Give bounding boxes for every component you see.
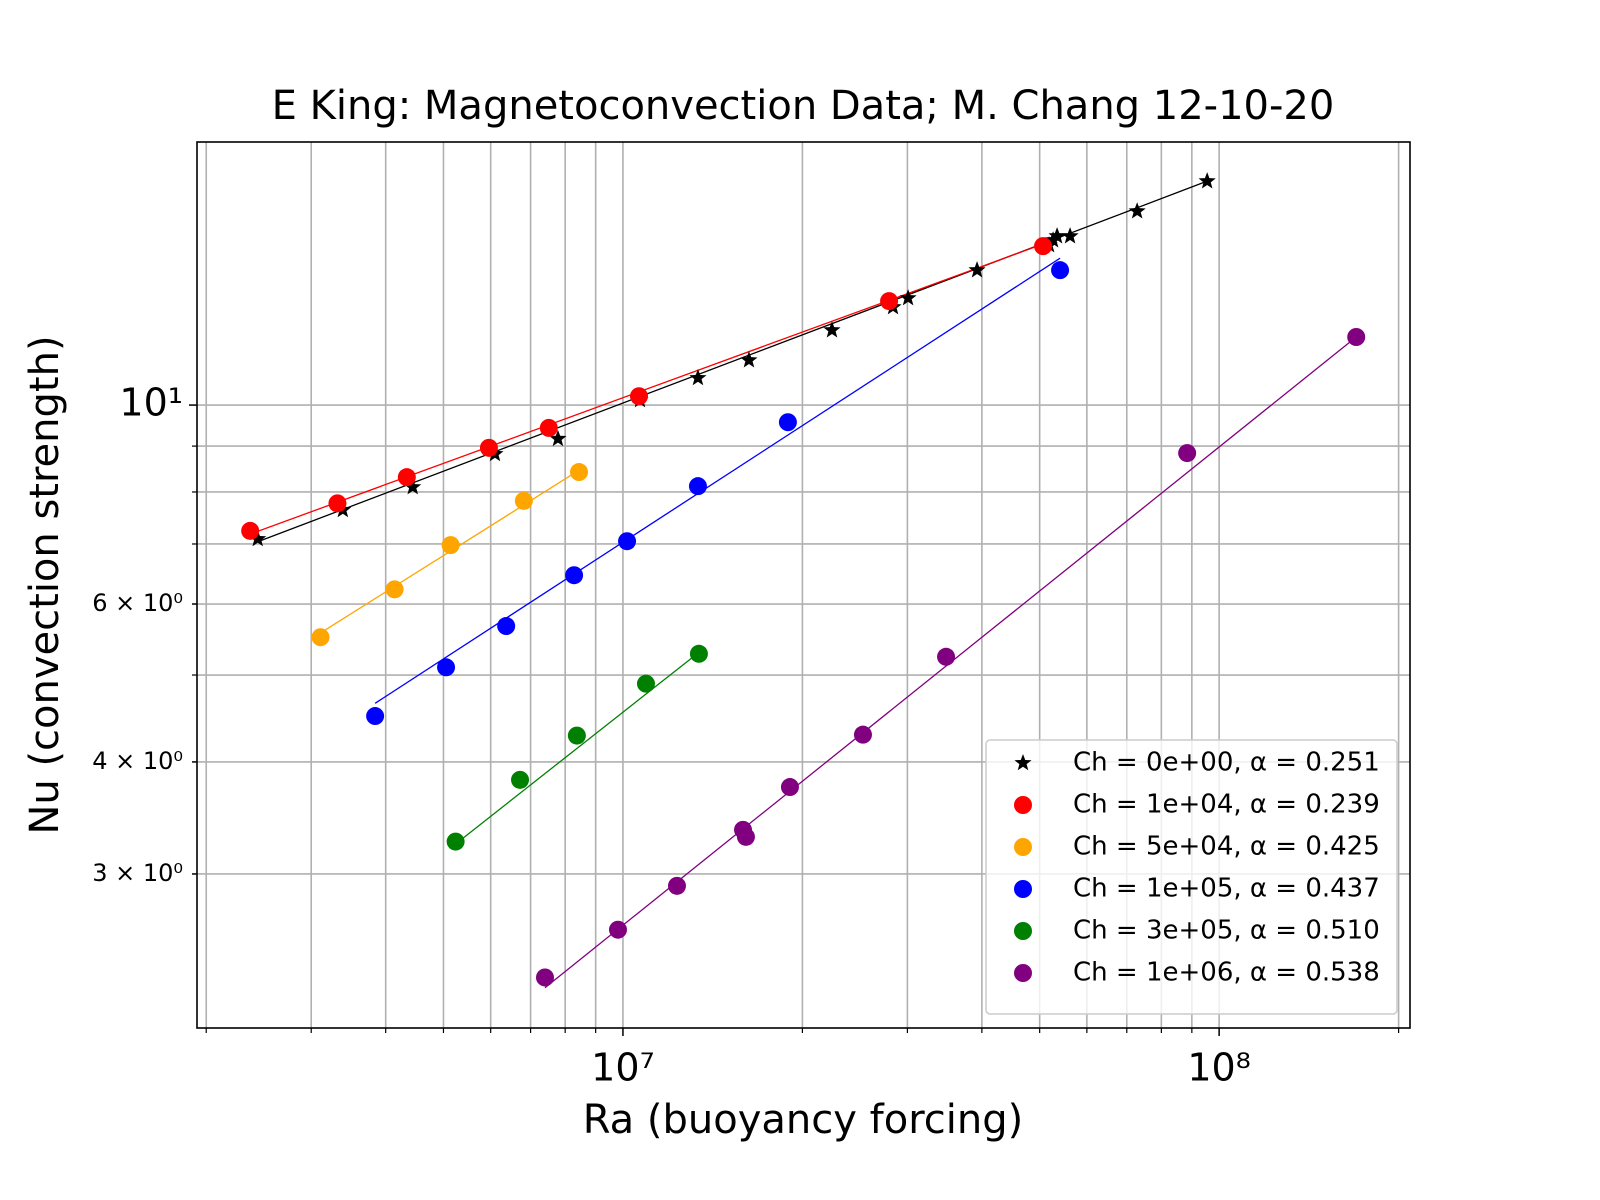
y-tick-label: 3 × 10⁰ [92,859,183,887]
circle-marker [366,707,385,726]
circle-marker [1347,327,1366,346]
circle-marker [880,292,899,311]
circle-marker [565,566,584,585]
circle-marker [778,413,797,432]
circle-marker [937,647,956,666]
plot-frame [196,141,1411,1029]
circle-marker [630,387,649,406]
circle-marker [311,628,330,647]
star-marker [1198,172,1216,189]
circle-marker [497,617,516,636]
circle-marker [511,770,530,789]
star-marker [404,478,422,495]
legend: Ch = 0e+00, α = 0.251 Ch = 1e+04, α = 0.2… [985,739,1398,1015]
star-marker [823,321,841,338]
legend-box [985,739,1398,1015]
circle-marker [441,536,460,555]
star-marker [740,351,758,368]
circle-marker [1014,922,1032,940]
circle-marker [1034,237,1053,256]
x-tick-label: 10⁷ [591,1046,655,1090]
circle-marker [689,644,708,663]
circle-marker [1051,261,1070,280]
legend-label: Ch = 1e+06, α = 0.538 [1073,958,1380,988]
circle-marker [1014,796,1032,814]
legend-label: Ch = 1e+04, α = 0.239 [1073,790,1380,820]
star-marker [689,369,707,386]
circle-marker [608,920,627,939]
star-marker [1061,227,1079,244]
legend-label: Ch = 1e+05, α = 0.437 [1073,874,1380,904]
star-marker [249,530,267,547]
circle-marker [736,827,755,846]
circle-marker [1014,880,1032,898]
fit-line [455,651,700,845]
circle-marker [853,725,872,744]
chart-title: E King: Magnetoconvection Data; M. Chang… [272,83,1335,129]
circle-marker [385,580,404,599]
circle-marker [618,532,637,551]
star-marker [1048,227,1066,244]
legend-label: Ch = 5e+04, α = 0.425 [1073,832,1380,862]
circle-marker [514,491,533,510]
y-tick-label: 6 × 10⁰ [92,589,183,617]
circle-marker [567,726,586,745]
circle-marker [397,468,416,487]
circle-marker [1014,838,1032,856]
star-marker [1128,202,1146,219]
y-axis-label: Nu (convection strength) [22,335,68,834]
circle-marker [667,876,686,895]
fit-line [374,257,1061,704]
circle-marker [539,418,558,437]
circle-marker [636,674,655,693]
circle-marker [446,832,465,851]
circle-marker [780,778,799,797]
x-tick-label: 10⁸ [1187,1046,1251,1090]
circle-marker [1014,964,1032,982]
circle-marker [479,438,498,457]
star-marker [1014,754,1032,771]
star-marker [549,429,567,447]
fit-line [249,243,1044,535]
circle-marker [1178,444,1197,463]
circle-marker [688,477,707,496]
legend-label: Ch = 0e+00, α = 0.251 [1073,748,1380,778]
circle-marker [328,494,347,513]
y-tick-label: 10¹ [119,381,183,425]
circle-marker [241,521,260,540]
star-marker [899,289,917,306]
y-tick-label: 4 × 10⁰ [92,747,183,775]
circle-marker [437,658,456,677]
x-axis-label: Ra (buoyancy forcing) [583,1097,1023,1143]
legend-label: Ch = 3e+05, α = 0.510 [1073,916,1380,946]
circle-marker [570,463,589,482]
circle-marker [535,968,554,987]
star-marker [968,261,986,278]
